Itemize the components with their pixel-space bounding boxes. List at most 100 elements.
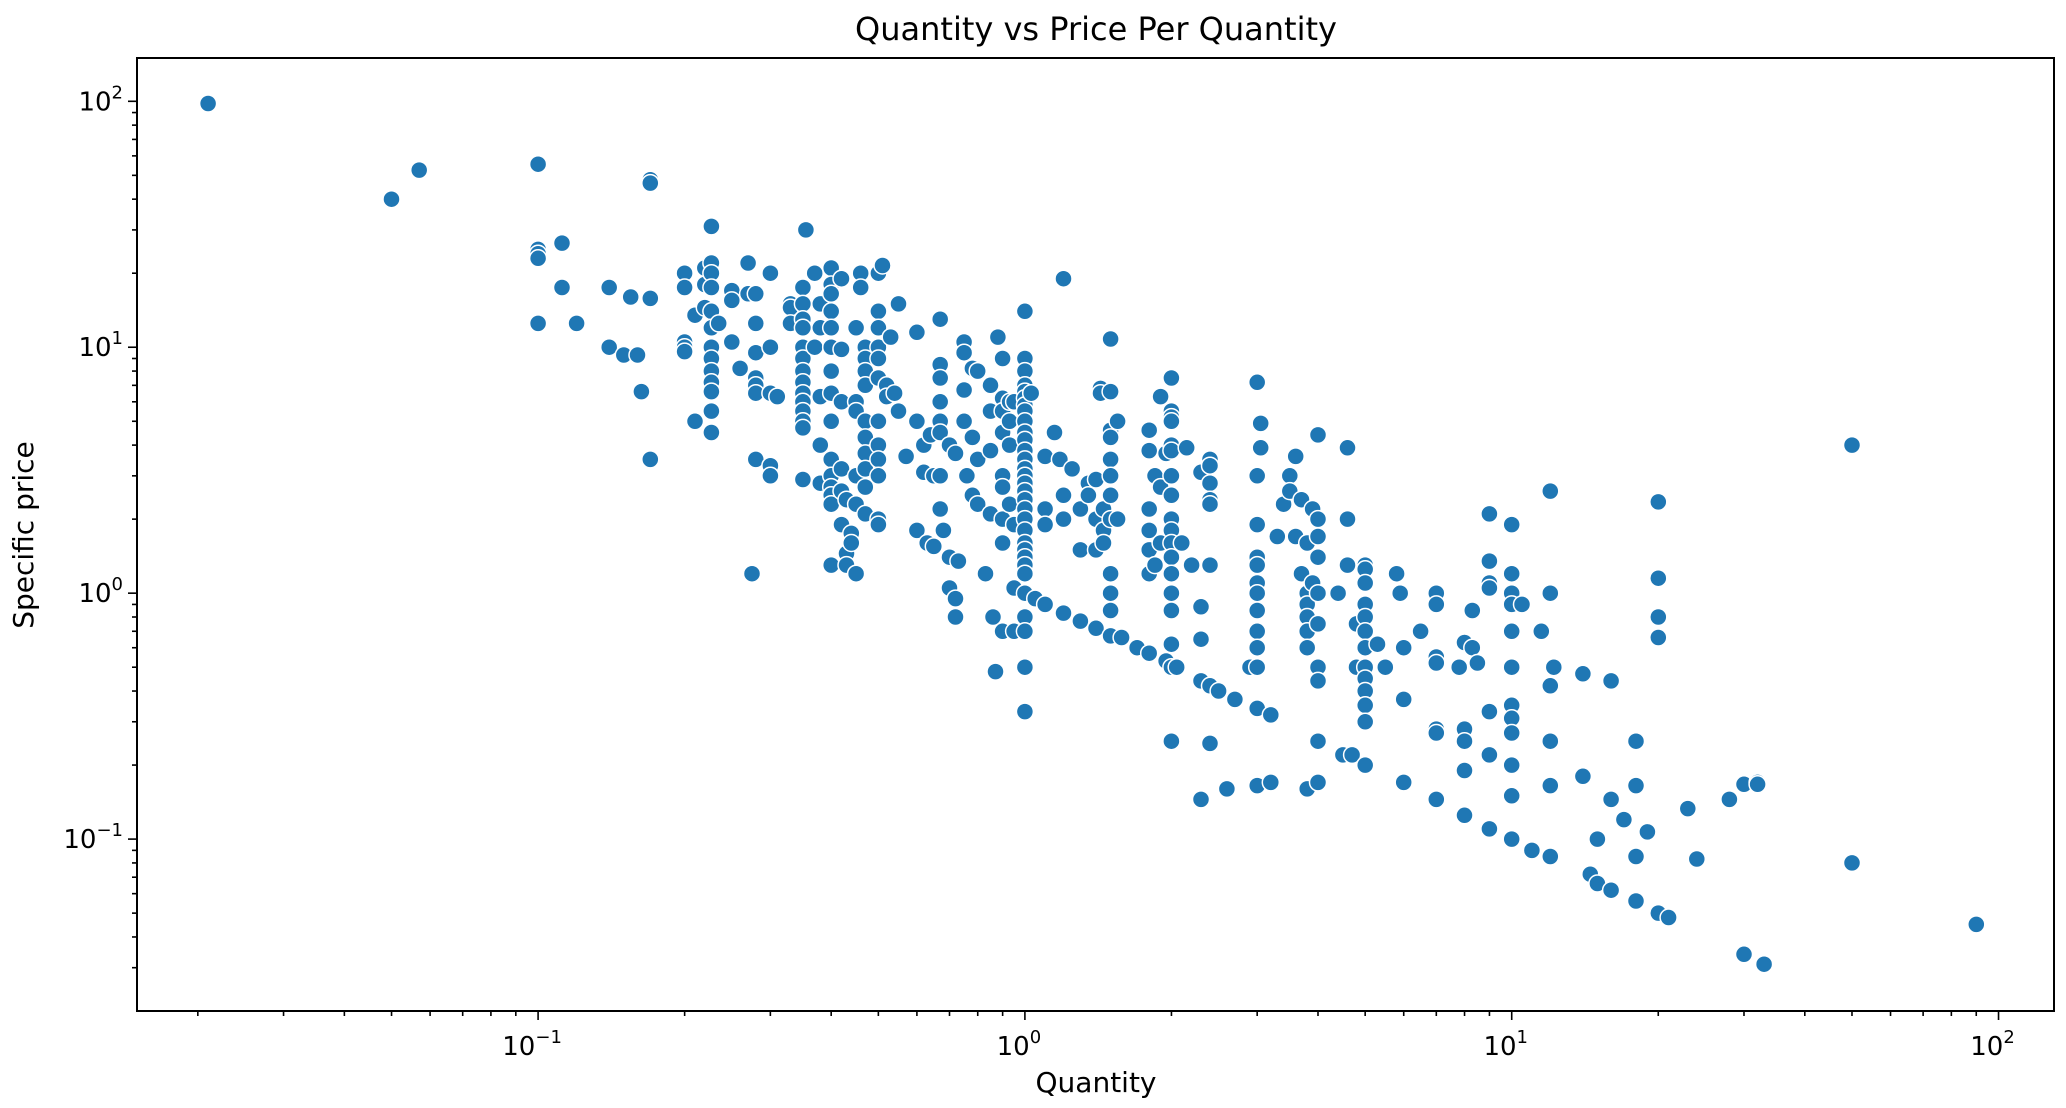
data-point bbox=[1544, 657, 1564, 677]
y-tick-label: 10−1 bbox=[63, 820, 123, 855]
data-point bbox=[1376, 657, 1395, 677]
data-point bbox=[1355, 622, 1375, 641]
data-point bbox=[1015, 302, 1035, 321]
data-point bbox=[1200, 555, 1220, 575]
data-point bbox=[1101, 583, 1120, 603]
data-point bbox=[1035, 499, 1055, 519]
data-point bbox=[1355, 573, 1375, 593]
data-point bbox=[1601, 790, 1621, 809]
data-point bbox=[1390, 583, 1410, 603]
data-point bbox=[793, 470, 813, 489]
data-point bbox=[1342, 745, 1362, 765]
data-point bbox=[793, 418, 813, 438]
data-point bbox=[1054, 509, 1073, 529]
data-point bbox=[702, 382, 721, 401]
plot-frame bbox=[136, 57, 2055, 1012]
data-point bbox=[1573, 664, 1593, 684]
data-point bbox=[1071, 499, 1090, 519]
data-point bbox=[981, 441, 1000, 460]
data-point bbox=[963, 428, 982, 447]
data-point bbox=[968, 361, 987, 381]
data-point bbox=[805, 337, 824, 357]
data-point bbox=[1101, 329, 1120, 349]
data-point bbox=[934, 521, 953, 540]
data-point bbox=[869, 318, 888, 338]
y-tick-label: 100 bbox=[78, 574, 123, 609]
data-point bbox=[1502, 622, 1521, 641]
data-point bbox=[821, 302, 841, 321]
data-point bbox=[821, 318, 841, 338]
data-point bbox=[993, 477, 1012, 497]
data-point bbox=[1000, 435, 1019, 455]
data-point bbox=[1541, 481, 1560, 501]
data-point bbox=[1427, 653, 1446, 673]
data-point bbox=[1094, 533, 1113, 553]
data-point bbox=[1247, 601, 1267, 620]
data-point bbox=[1394, 773, 1413, 792]
data-point bbox=[1280, 466, 1300, 486]
data-point bbox=[1308, 509, 1328, 529]
data-point bbox=[1842, 853, 1862, 873]
data-point bbox=[1626, 731, 1646, 751]
data-point bbox=[1649, 628, 1668, 647]
data-point bbox=[722, 332, 742, 352]
data-point bbox=[930, 309, 950, 329]
data-point bbox=[1387, 564, 1406, 583]
data-point bbox=[846, 564, 866, 583]
data-point bbox=[1162, 634, 1181, 654]
data-point bbox=[1601, 880, 1621, 900]
data-point bbox=[968, 494, 987, 514]
data-point bbox=[1035, 595, 1055, 614]
chart-title: Quantity vs Price Per Quantity bbox=[855, 10, 1337, 48]
data-point bbox=[976, 564, 995, 583]
data-point bbox=[1217, 779, 1237, 799]
data-point bbox=[1573, 767, 1593, 786]
data-point bbox=[1035, 447, 1055, 466]
data-point bbox=[730, 359, 750, 378]
data-point bbox=[1541, 847, 1560, 866]
data-point bbox=[702, 423, 721, 442]
data-point bbox=[930, 466, 950, 486]
x-tick-label: 102 bbox=[1970, 1027, 2015, 1062]
data-point bbox=[930, 423, 950, 442]
data-point bbox=[988, 327, 1008, 347]
data-point bbox=[1112, 628, 1131, 647]
data-point bbox=[821, 555, 841, 575]
data-point bbox=[742, 564, 762, 583]
data-point bbox=[1209, 681, 1228, 701]
data-point bbox=[1734, 945, 1754, 964]
data-point bbox=[1355, 755, 1375, 775]
x-tick-label-base: 10 bbox=[1970, 1032, 2003, 1062]
x-tick-label-exponent: 2 bbox=[2003, 1027, 2014, 1048]
data-point bbox=[821, 412, 841, 431]
data-point bbox=[1054, 269, 1073, 288]
x-tick-label-base: 10 bbox=[997, 1032, 1030, 1062]
data-point bbox=[846, 318, 866, 338]
data-point bbox=[1000, 494, 1019, 514]
data-point bbox=[1200, 494, 1220, 514]
data-point bbox=[599, 278, 619, 297]
data-point bbox=[1191, 629, 1211, 649]
x-tick-label: 100 bbox=[997, 1027, 1042, 1062]
y-tick-label-exponent: −1 bbox=[96, 820, 123, 841]
data-point bbox=[1748, 775, 1767, 794]
data-point bbox=[1108, 412, 1127, 431]
y-tick-label-exponent: 0 bbox=[112, 574, 123, 595]
data-point bbox=[1162, 583, 1181, 603]
data-point bbox=[1687, 849, 1707, 869]
data-point bbox=[946, 444, 965, 463]
data-point bbox=[986, 662, 1005, 681]
data-point bbox=[1177, 438, 1196, 458]
data-point bbox=[599, 337, 619, 357]
y-tick-label: 102 bbox=[78, 82, 123, 117]
data-point bbox=[382, 189, 401, 209]
x-tick-label-exponent: −1 bbox=[535, 1027, 562, 1048]
data-point bbox=[1101, 450, 1120, 469]
data-point bbox=[1297, 638, 1317, 657]
data-point bbox=[1108, 509, 1127, 529]
data-point bbox=[1247, 555, 1267, 575]
data-point bbox=[685, 412, 705, 431]
data-point bbox=[1247, 373, 1267, 392]
